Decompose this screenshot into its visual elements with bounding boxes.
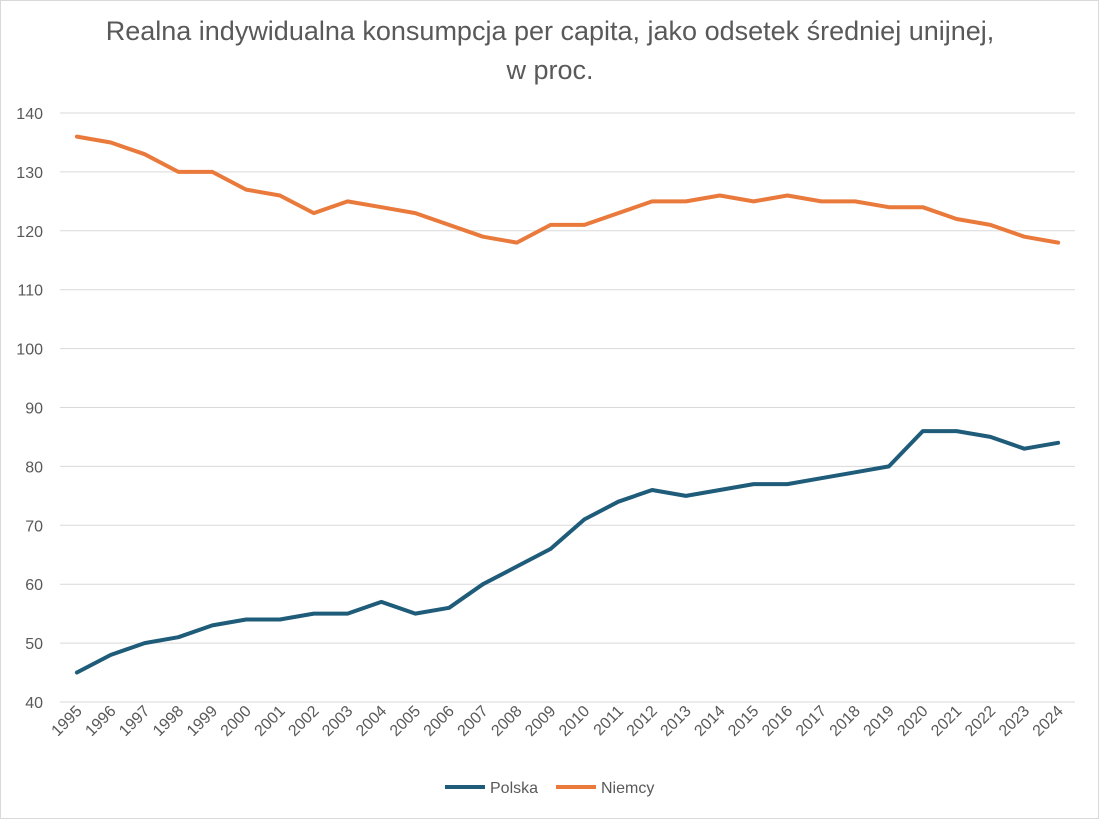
x-tick-label: 2014 <box>691 703 728 740</box>
series-line-niemcy <box>74 134 1061 245</box>
y-tick-label: 40 <box>25 695 43 712</box>
x-tick-label: 2020 <box>894 703 931 740</box>
x-tick-label: 2005 <box>387 703 424 740</box>
x-tick-label: 2017 <box>793 703 830 740</box>
x-tick-label: 2008 <box>488 703 525 740</box>
x-tick-label: 2004 <box>353 703 390 740</box>
x-tick-label: 1995 <box>49 703 86 740</box>
y-tick-label: 70 <box>25 518 43 535</box>
x-tick-label: 2011 <box>591 703 627 739</box>
x-axis: 1995199619971998199920002001200220032004… <box>49 703 1067 740</box>
legend-label-niemcy: Niemcy <box>601 780 654 797</box>
x-tick-label: 1996 <box>82 703 119 740</box>
chart-title-line1: Realna indywidualna konsumpcja per capit… <box>105 16 995 46</box>
legend-label-polska: Polska <box>490 780 538 797</box>
x-tick-label: 2001 <box>252 703 289 740</box>
gridlines <box>60 112 1075 703</box>
y-tick-label: 100 <box>16 342 43 359</box>
y-tick-label: 120 <box>16 224 43 241</box>
x-tick-label: 2006 <box>421 703 458 740</box>
x-tick-label: 2013 <box>658 703 695 740</box>
y-tick-label: 130 <box>16 165 43 182</box>
x-tick-label: 2000 <box>218 703 255 740</box>
x-tick-label: 2016 <box>759 703 796 740</box>
legend: Polska Niemcy <box>445 780 654 797</box>
y-tick-label: 90 <box>25 401 43 418</box>
x-tick-label: 2015 <box>725 703 762 740</box>
x-tick-label: 1999 <box>184 703 221 740</box>
chart-title-line2: w proc. <box>506 55 594 85</box>
series-line-polska <box>74 429 1061 675</box>
y-tick-label: 60 <box>25 577 43 594</box>
y-tick-label: 110 <box>17 283 43 300</box>
x-tick-label: 2019 <box>861 703 898 740</box>
x-tick-label: 2024 <box>1030 703 1067 740</box>
x-tick-label: 2009 <box>522 703 559 740</box>
x-tick-label: 2018 <box>827 703 864 740</box>
x-tick-label: 2003 <box>319 703 356 740</box>
x-tick-label: 2012 <box>624 703 661 740</box>
x-tick-label: 2010 <box>556 703 593 740</box>
x-tick-label: 2002 <box>285 703 322 740</box>
series-lines <box>74 134 1061 675</box>
y-axis: 40 50 60 70 80 90 100 110 120 130 140 <box>16 106 43 712</box>
y-tick-label: 140 <box>16 106 43 123</box>
x-tick-label: 2022 <box>962 703 999 740</box>
x-tick-label: 1998 <box>150 703 187 740</box>
y-tick-label: 50 <box>25 636 43 653</box>
x-tick-label: 2021 <box>928 703 965 740</box>
y-tick-label: 80 <box>25 459 43 476</box>
x-tick-label: 2007 <box>455 703 492 740</box>
x-tick-label: 2023 <box>996 703 1033 740</box>
x-tick-label: 1997 <box>116 703 153 740</box>
